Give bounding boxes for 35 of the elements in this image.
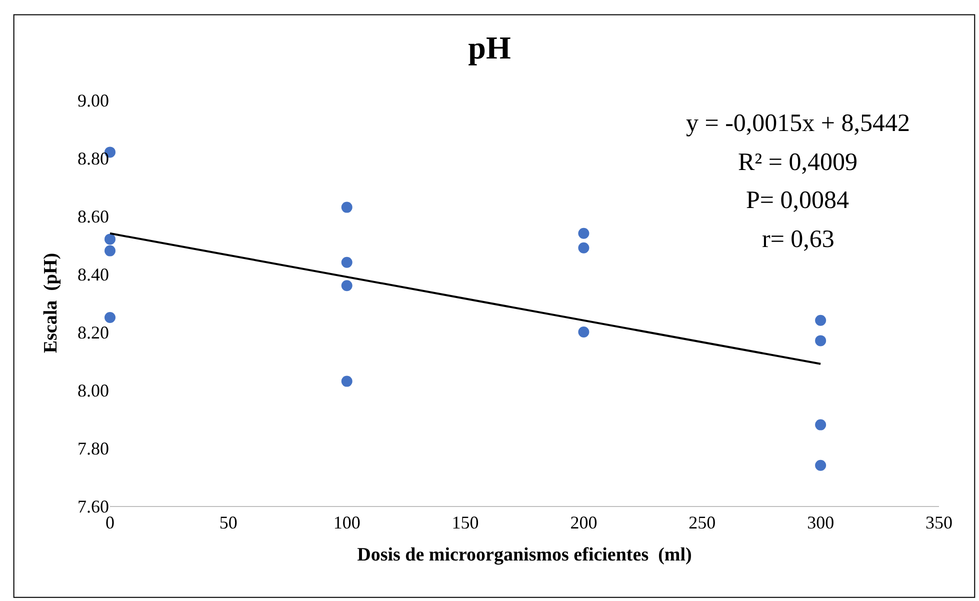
x-axis-title: Dosis de microorganismos eficientes (ml) [357,544,692,566]
point [815,335,826,346]
y-tick-label: 8.80 [78,148,109,168]
point [341,202,352,213]
y-tick-label: 8.20 [78,322,109,342]
point [104,245,116,256]
x-tick-label: 100 [333,512,360,533]
point [578,242,590,254]
x-tick-label: 300 [807,512,834,533]
x-tick-label: 50 [219,512,238,533]
point [815,460,826,471]
x-tick-label: 350 [926,512,952,533]
point [104,312,116,323]
annotation: R² = 0,4009 [738,149,858,176]
point [341,376,352,387]
annotation: y = -0,0015x + 8,5442 [686,110,910,137]
y-tick-label: 8.40 [78,264,109,284]
chart-title: pH [468,29,511,66]
point [578,228,590,239]
x-tick-label: 250 [688,512,716,533]
point [341,256,352,268]
annotation: r= 0,63 [762,226,834,253]
x-tick-label: 200 [570,512,598,533]
y-tick-label: 9.00 [78,90,109,110]
point [578,326,590,338]
y-axis-title: Escala (pH) [40,252,62,354]
annotation: P= 0,0084 [746,187,850,214]
point [341,280,352,292]
x-tick-label: 150 [452,512,479,533]
point [815,419,826,430]
point [104,234,116,245]
y-tick-label: 8.60 [78,206,109,226]
y-tick-label: 8.00 [78,380,109,400]
y-tick-label: 7.80 [78,438,109,458]
point [815,314,826,326]
